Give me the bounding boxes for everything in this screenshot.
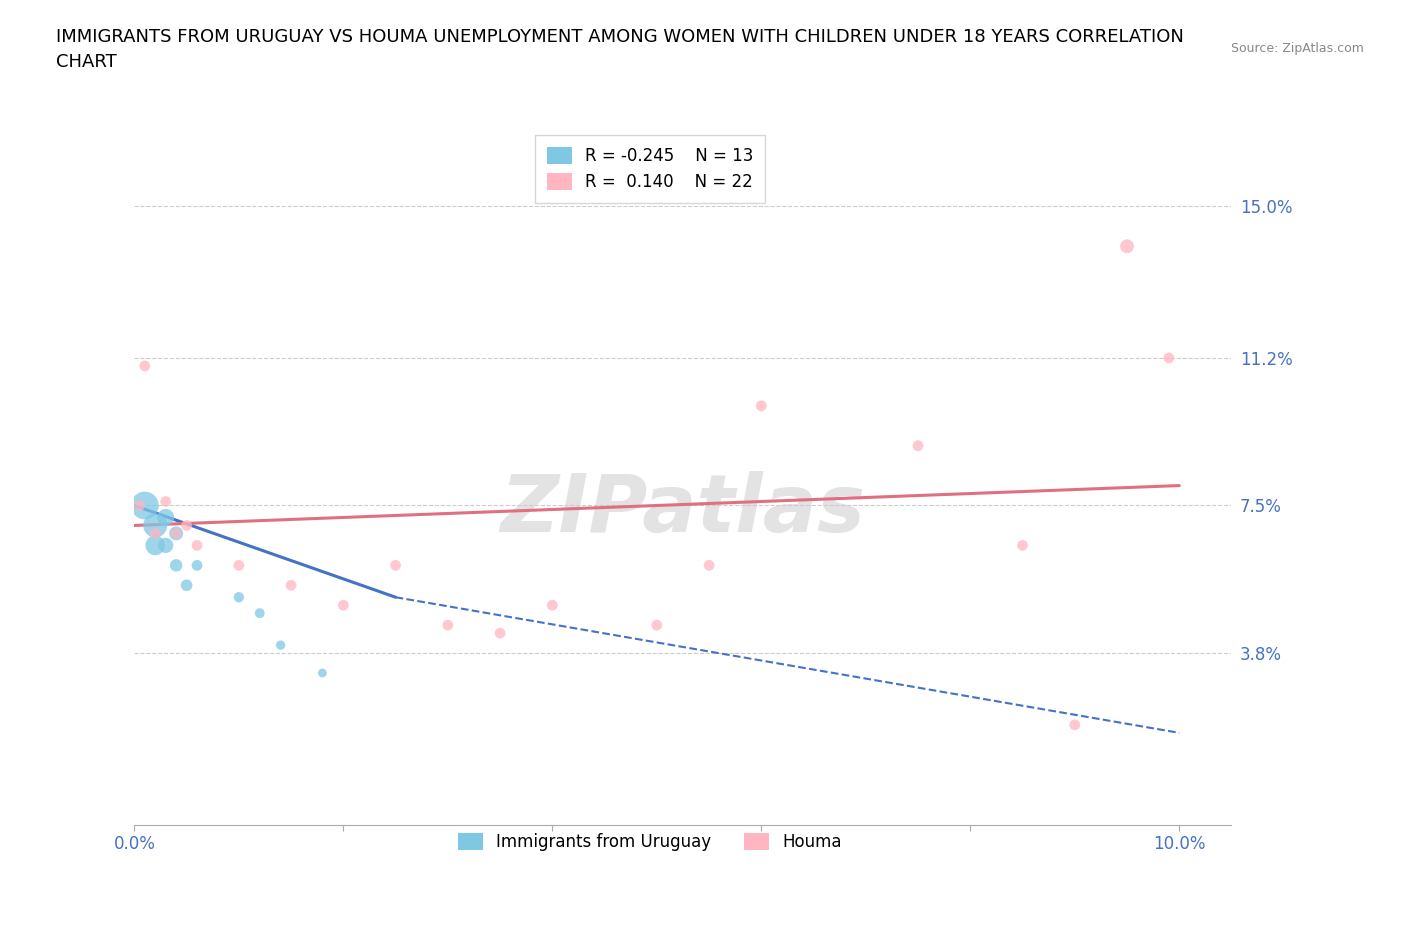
Point — [128, 498, 150, 513]
Point — [645, 618, 668, 632]
Point — [249, 605, 271, 620]
Point — [165, 558, 187, 573]
Point — [1063, 717, 1085, 732]
Point — [155, 538, 177, 552]
Point — [1011, 538, 1033, 552]
Point — [1157, 351, 1180, 365]
Text: Source: ZipAtlas.com: Source: ZipAtlas.com — [1230, 42, 1364, 55]
Point — [143, 526, 166, 541]
Text: ZIPatlas: ZIPatlas — [501, 472, 866, 550]
Point — [155, 494, 177, 509]
Legend: Immigrants from Uruguay, Houma: Immigrants from Uruguay, Houma — [451, 827, 849, 858]
Point — [280, 578, 302, 592]
Point — [176, 578, 198, 592]
Point — [134, 358, 156, 373]
Point — [228, 558, 250, 573]
Point — [697, 558, 720, 573]
Point — [165, 526, 187, 541]
Text: IMMIGRANTS FROM URUGUAY VS HOUMA UNEMPLOYMENT AMONG WOMEN WITH CHILDREN UNDER 18: IMMIGRANTS FROM URUGUAY VS HOUMA UNEMPLO… — [56, 28, 1184, 71]
Point — [332, 598, 354, 613]
Point — [143, 518, 166, 533]
Point — [437, 618, 460, 632]
Point — [228, 590, 250, 604]
Point — [143, 538, 166, 552]
Point — [311, 666, 333, 681]
Point — [165, 526, 187, 541]
Point — [907, 438, 929, 453]
Point — [155, 510, 177, 525]
Point — [384, 558, 406, 573]
Point — [134, 498, 156, 513]
Point — [749, 398, 772, 413]
Point — [270, 638, 292, 653]
Point — [186, 538, 208, 552]
Point — [489, 626, 512, 641]
Point — [176, 518, 198, 533]
Point — [1116, 239, 1139, 254]
Point — [186, 558, 208, 573]
Point — [541, 598, 564, 613]
